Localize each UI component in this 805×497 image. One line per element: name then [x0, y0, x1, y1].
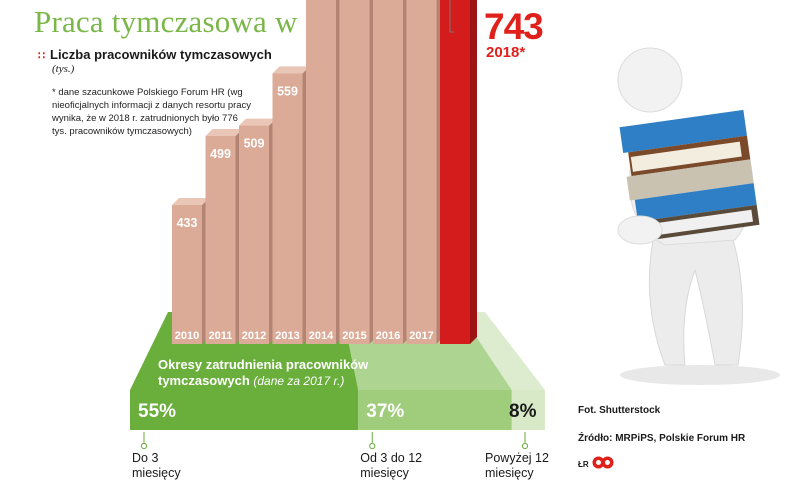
bar-category-label: 2010 — [175, 330, 199, 342]
photo-credit: Fot. Shutterstock — [578, 405, 661, 416]
unit-label: (tys.) — [52, 63, 75, 75]
bar-category-label: 2016 — [376, 330, 400, 342]
bar-value-label: 499 — [210, 147, 231, 161]
duration-section-title: Okresy zatrudnienia pracowników tymczaso… — [158, 357, 369, 388]
duration-unit: (dane za 2017 r.) — [253, 374, 345, 388]
source-note: Źródło: MRPiPS, Polskie Forum HR — [578, 433, 746, 444]
highlight-year: 2018* — [486, 44, 526, 61]
publisher-logo-icon — [592, 456, 614, 469]
duration-segment — [358, 390, 512, 430]
bar — [406, 0, 437, 344]
duration-category-label: Do 3 miesięcy — [132, 451, 181, 480]
bar-value-label: 509 — [244, 137, 265, 151]
highlight-value: 743 — [484, 6, 544, 47]
bar — [440, 0, 470, 344]
duration-category-label: Powyżej 12 miesięcy — [485, 451, 549, 480]
bar-value-label: 559 — [277, 84, 298, 98]
bar-category-label: 2014 — [309, 330, 334, 342]
bar — [339, 0, 370, 345]
chart-subtitle: Liczba pracowników tymczasowych — [50, 47, 272, 62]
highlight-leader-line — [449, 0, 454, 33]
bar-category-label: 2015 — [342, 330, 366, 342]
bar-top — [239, 118, 276, 126]
bar — [272, 73, 303, 344]
duration-value-label: 55% — [138, 401, 176, 422]
subtitle-block: ∷ Liczba pracowników tymczasowych — [38, 46, 272, 64]
bar — [205, 136, 236, 344]
duration-connector-dot — [140, 442, 148, 450]
figure-carrying-folders-icon — [617, 47, 780, 385]
bar-top — [272, 66, 310, 74]
photo-illustration — [617, 47, 780, 385]
stage-panel — [459, 312, 545, 390]
bullet-icon: ∷ — [38, 50, 45, 62]
bar — [306, 0, 336, 344]
bar-top — [172, 198, 209, 205]
bar-category-label: 2012 — [242, 330, 266, 342]
bar-category-label: 2013 — [275, 330, 299, 342]
bar — [373, 0, 403, 344]
bar-side — [470, 0, 477, 344]
duration-connector-dot — [521, 442, 529, 450]
duration-segment — [130, 390, 359, 430]
duration-connector-dot — [369, 442, 376, 450]
bar — [172, 205, 202, 344]
footnote: * dane szacunkowe Polskiego Forum HR (wg… — [52, 87, 252, 137]
duration-category-label: Od 3 do 12 miesięcy — [360, 451, 422, 480]
duration-value-label: 8% — [509, 401, 537, 422]
duration-segment — [511, 390, 545, 430]
bar-category-label: 2011 — [209, 330, 233, 342]
bar-category-label: 2017 — [409, 330, 433, 342]
bar — [239, 125, 269, 344]
duration-value-label: 37% — [366, 401, 404, 422]
author-initials: ŁR — [578, 460, 589, 469]
bar-top — [205, 129, 243, 137]
bar-value-label: 433 — [177, 216, 198, 230]
